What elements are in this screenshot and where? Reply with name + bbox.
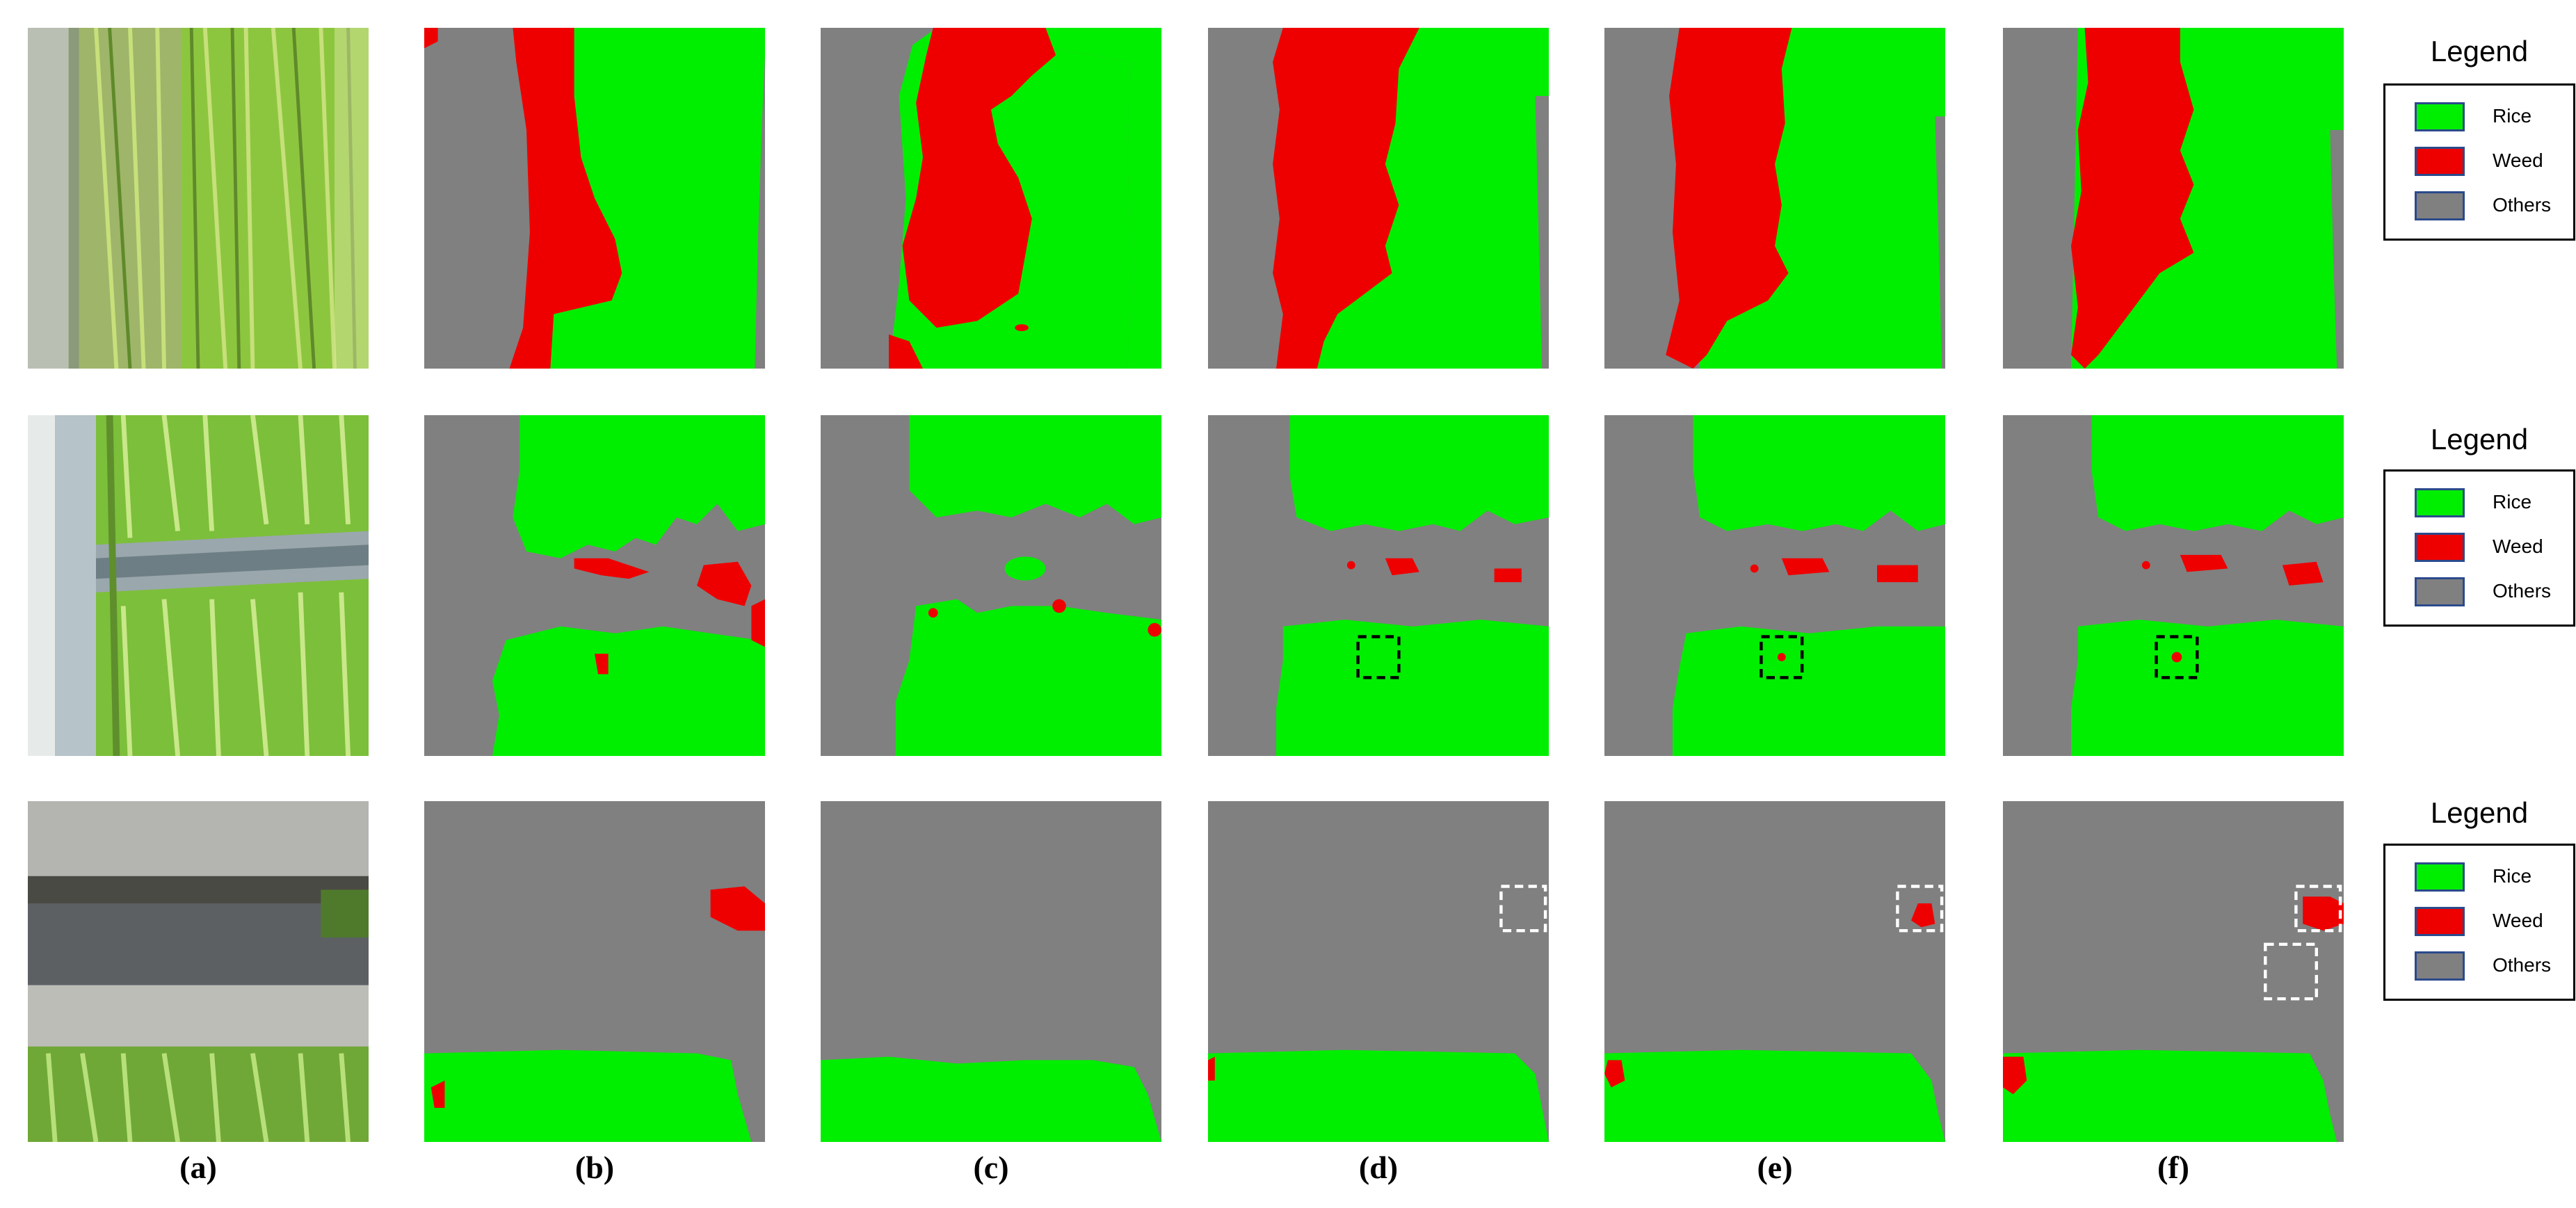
legend-title: Legend [2430, 796, 2529, 829]
legend: Rice Weed Others [2383, 469, 2575, 627]
segmentation-row2-e [1604, 415, 1945, 756]
legend-label: Others [2493, 194, 2552, 216]
panel-caption-a: (a) [179, 1150, 217, 1185]
highlight-box [2264, 942, 2319, 1001]
legend-item-others: Others [2415, 191, 2568, 223]
legend-label: Weed [2493, 535, 2543, 557]
rice-swatch [2415, 862, 2465, 892]
others-swatch [2415, 951, 2465, 981]
others-swatch [2415, 577, 2465, 606]
panel-caption-f: (f) [2157, 1150, 2189, 1185]
legend-label: Weed [2493, 910, 2543, 931]
rice-swatch [2415, 488, 2465, 517]
segmentation-row1-c [821, 28, 1161, 369]
segmentation-row3-d [1208, 801, 1549, 1142]
highlight-box [2155, 635, 2199, 679]
segmentation-row3-f [2003, 801, 2344, 1142]
photo-row2 [28, 415, 369, 756]
highlight-box [1499, 885, 1547, 933]
highlight-box [1896, 885, 1944, 933]
panel-caption-d: (d) [1358, 1150, 1399, 1185]
weed-swatch [2415, 907, 2465, 936]
legend-item-others: Others [2415, 577, 2568, 609]
legend-label: Others [2493, 954, 2552, 976]
legend-title: Legend [2430, 423, 2529, 456]
legend-label: Rice [2493, 105, 2532, 127]
panel-caption-e: (e) [1757, 1150, 1793, 1185]
segmentation-row2-c [821, 415, 1161, 756]
photo-row3 [28, 801, 369, 1142]
others-swatch [2415, 191, 2465, 220]
segmentation-row2-d [1208, 415, 1549, 756]
panel-caption-c: (c) [973, 1150, 1009, 1185]
segmentation-row3-b [424, 801, 765, 1142]
legend-label: Others [2493, 580, 2552, 602]
segmentation-row1-e [1604, 28, 1945, 369]
weed-swatch [2415, 533, 2465, 562]
photo-row1 [28, 28, 369, 369]
legend-item-rice: Rice [2415, 488, 2568, 520]
highlight-box [1356, 635, 1401, 679]
legend-item-rice: Rice [2415, 102, 2568, 134]
legend-label: Rice [2493, 491, 2532, 513]
legend-item-others: Others [2415, 951, 2568, 983]
highlight-box [2294, 885, 2342, 933]
segmentation-row2-f [2003, 415, 2344, 756]
segmentation-row1-b [424, 28, 765, 369]
segmentation-row2-b [424, 415, 765, 756]
weed-swatch [2415, 147, 2465, 176]
segmentation-row1-d [1208, 28, 1549, 369]
legend-item-rice: Rice [2415, 862, 2568, 894]
highlight-box [1760, 635, 1804, 679]
legend-item-weed: Weed [2415, 907, 2568, 939]
rice-swatch [2415, 102, 2465, 131]
legend-label: Rice [2493, 865, 2532, 887]
segmentation-row3-c [821, 801, 1161, 1142]
legend-item-weed: Weed [2415, 147, 2568, 179]
legend: Rice Weed Others [2383, 844, 2575, 1001]
legend-title: Legend [2430, 35, 2529, 67]
legend-item-weed: Weed [2415, 533, 2568, 565]
panel-caption-b: (b) [574, 1150, 615, 1185]
segmentation-row1-f [2003, 28, 2344, 369]
legend-label: Weed [2493, 150, 2543, 171]
legend: Rice Weed Others [2383, 83, 2575, 241]
segmentation-row3-e [1604, 801, 1945, 1142]
